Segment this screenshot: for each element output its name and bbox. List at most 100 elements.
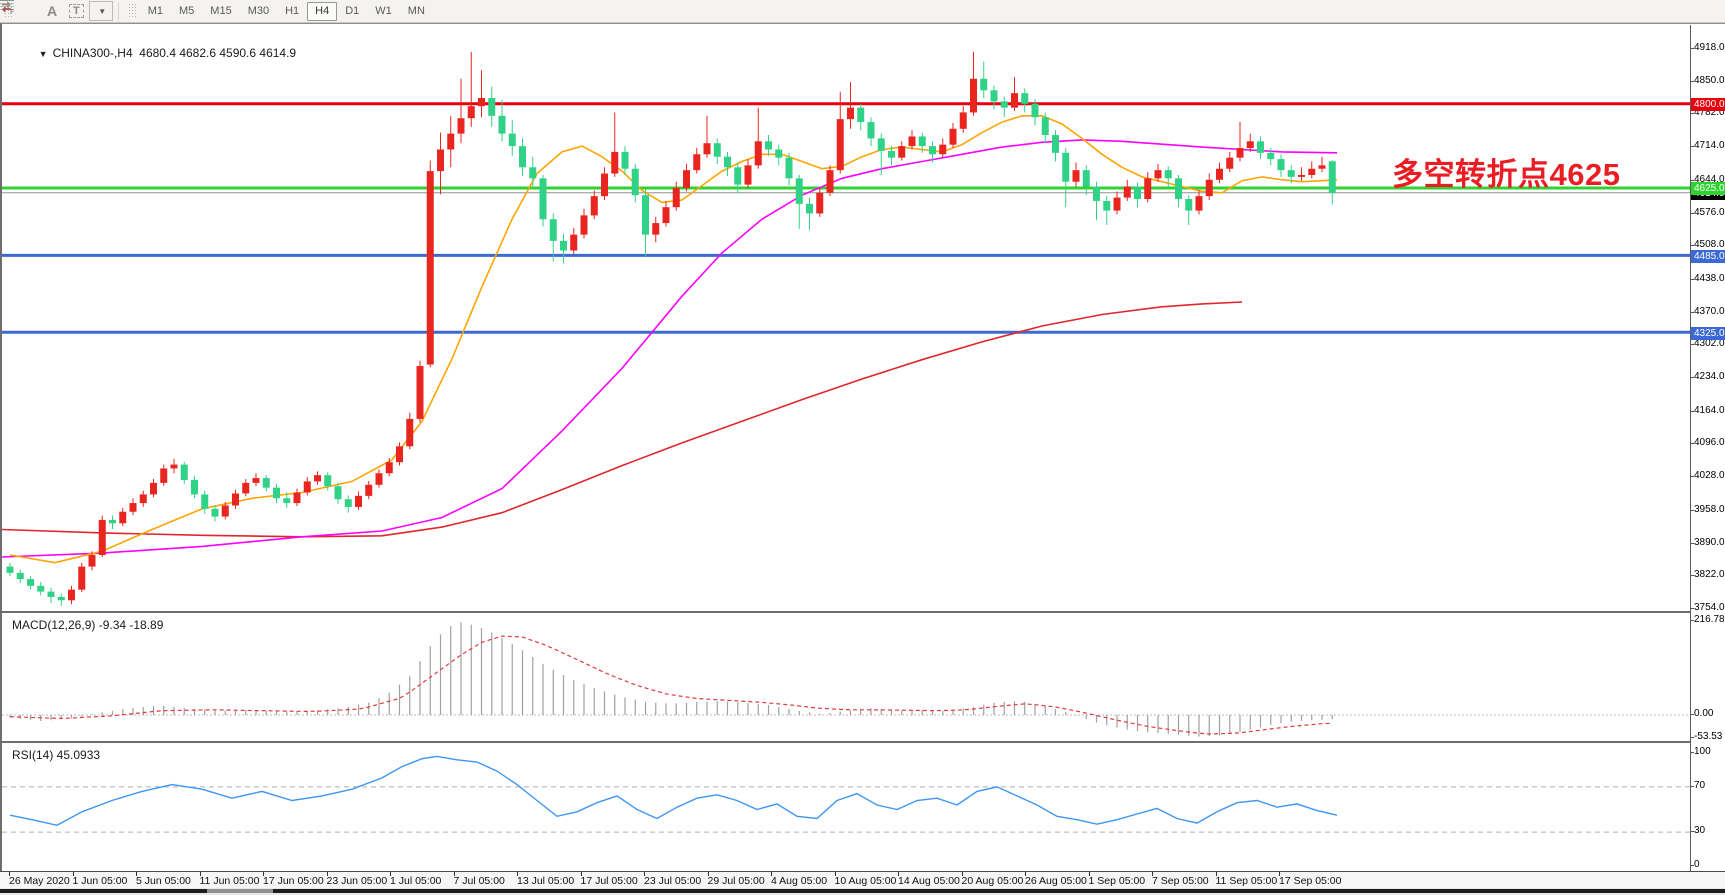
axis-tick-label: 4438.0: [1694, 272, 1725, 284]
axis-tick-mark: [1691, 48, 1694, 49]
dropdown-caret-icon[interactable]: ▼: [98, 6, 107, 16]
time-axis-label: 7 Jul 05:00: [453, 875, 505, 887]
macd-label: MACD(12,26,9) -9.34 -18.89: [12, 618, 164, 632]
time-axis-label: 23 Jul 05:00: [644, 875, 702, 887]
toolbar-grip[interactable]: [4, 3, 12, 19]
arrows-icon: [1, 0, 11, 13]
axis-tick-mark: [1691, 575, 1694, 577]
rsi-panel[interactable]: RSI(14) 45.0933: [2, 741, 1692, 872]
axis-tick-mark: [1691, 509, 1694, 511]
ma-slow-line: [2, 301, 1243, 538]
time-axis-label: 23 Jun 05:00: [326, 875, 388, 887]
chart-title-row: ▼ CHINA300-,H4 4680.4 4682.6 4590.6 4614.…: [12, 32, 296, 74]
arrows-icon[interactable]: ▼: [1, 0, 113, 21]
axis-tick-mark: [1691, 831, 1694, 832]
toolbar-separator: [117, 2, 119, 20]
time-tick-mark: [9, 872, 10, 876]
toolbar-grip-2[interactable]: [127, 3, 136, 19]
time-tick-mark: [453, 872, 455, 876]
axis-tick-label: 4782.0: [1694, 107, 1725, 119]
main-chart-panel[interactable]: ▼ CHINA300-,H4 4680.4 4682.6 4590.6 4614.…: [2, 26, 1692, 611]
rsi-label: RSI(14) 45.0933: [12, 748, 101, 762]
axis-tick-label: 4302.0: [1694, 338, 1725, 350]
timeframe-d1[interactable]: D1: [345, 4, 360, 17]
axis-tick-mark: [1691, 752, 1694, 753]
text-box-icon[interactable]: T: [64, 1, 89, 21]
price-chart[interactable]: [2, 26, 1692, 611]
axis-tick-mark: [1691, 476, 1694, 478]
timeframe-mn[interactable]: MN: [407, 4, 425, 17]
time-tick-mark: [136, 872, 137, 876]
macd-signal-line: [9, 635, 1333, 735]
time-tick-mark: [1025, 872, 1026, 876]
time-tick-mark: [771, 872, 772, 876]
toolbar: F A T ▼ M1 M5 M15 M30 H1 H4 D1 W1 MN: [0, 0, 1725, 23]
time-tick-mark: [199, 872, 201, 876]
axis-tick-mark: [1691, 212, 1694, 214]
grid-f-icon[interactable]: F: [0, 0, 40, 21]
scrollbar-thumb[interactable]: [0, 889, 207, 893]
macd-panel[interactable]: MACD(12,26,9) -9.34 -18.89: [2, 611, 1692, 741]
time-tick-mark: [1088, 872, 1090, 876]
horizontal-scrollbar[interactable]: [0, 888, 1725, 895]
axis-tick-label: 3890.0: [1694, 536, 1725, 548]
axis-tick-mark: [1691, 377, 1694, 379]
time-tick-mark: [263, 872, 264, 876]
axis-tick-label: 4644.0: [1694, 173, 1725, 185]
time-axis-label: 14 Aug 05:00: [898, 875, 960, 887]
time-tick-mark: [517, 872, 518, 876]
rsi-chart[interactable]: [2, 743, 1692, 872]
axis-tick-mark: [1691, 786, 1694, 787]
price-axis[interactable]: 4918.0 4850.0 4782.0 4714.0 4644.0 4576.0 4508…: [1690, 25, 1725, 871]
price-line-label: 4625.0: [1691, 182, 1725, 196]
time-axis-label: 11 Sep 05:00: [1215, 875, 1278, 887]
macd-chart[interactable]: [2, 613, 1692, 741]
ma-mid-line: [2, 139, 1338, 558]
time-tick-mark: [390, 872, 391, 876]
time-axis-label: 11 Jun 05:00: [199, 875, 260, 887]
text-a-icon[interactable]: A: [46, 3, 58, 19]
time-axis-label: 26 May 2020: [9, 875, 70, 887]
time-axis[interactable]: 26 May 2020 1 Jun 05:00 5 Jun 05:00 11 Jun …: [0, 871, 1725, 888]
ma-fast-line: [9, 115, 1338, 564]
axis-tick-mark: [1691, 80, 1694, 82]
axis-tick-mark: [1691, 865, 1694, 866]
chart-window: ▼ CHINA300-,H4 4680.4 4682.6 4590.6 4614.…: [0, 23, 1725, 895]
timeframe-h1[interactable]: H1: [285, 4, 300, 17]
chart-title: CHINA300-,H4 4680.4 4682.6 4590.6 4614.9: [52, 46, 297, 60]
timeframe-m5[interactable]: M5: [179, 4, 195, 17]
time-axis-label: 1 Jul 05:00: [390, 875, 442, 887]
scrollbar-track-segment[interactable]: [207, 889, 273, 893]
price-line-label: 4325.0: [1691, 326, 1725, 340]
chevron-down-icon[interactable]: ▼: [38, 49, 48, 59]
axis-tick-mark: [1691, 179, 1694, 181]
time-axis-label: 1 Jun 05:00: [72, 875, 128, 887]
time-tick-mark: [707, 872, 709, 876]
axis-tick-label: 70: [1694, 780, 1706, 791]
rsi-line: [9, 755, 1338, 827]
timeframe-w1[interactable]: W1: [375, 4, 392, 17]
axis-tick-mark: [1691, 278, 1694, 280]
timeframe-m1[interactable]: M1: [147, 4, 164, 17]
time-axis-label: 29 Jul 05:00: [707, 875, 765, 887]
scrollbar-thumb[interactable]: [273, 889, 1725, 893]
axis-tick-label: 100: [1694, 746, 1711, 757]
axis-tick-mark: [1691, 344, 1694, 346]
axis-tick-label: 4370.0: [1694, 305, 1725, 317]
chart-annotation[interactable]: 多空转折点4625: [1392, 157, 1621, 192]
time-axis-label: 17 Jul 05:00: [580, 875, 638, 887]
time-axis-label: 20 Aug 05:00: [961, 875, 1024, 887]
time-axis-label: 4 Aug 05:00: [771, 875, 828, 887]
axis-tick-mark: [1691, 620, 1694, 621]
axis-tick-mark: [1691, 737, 1694, 738]
timeframe-h4[interactable]: H4: [307, 1, 338, 21]
axis-tick-label: 0.00: [1694, 708, 1714, 719]
time-axis-label: 13 Jul 05:00: [517, 875, 575, 887]
time-tick-mark: [644, 872, 645, 876]
timeframe-m30[interactable]: M30: [247, 4, 270, 17]
axis-tick-mark: [1691, 113, 1694, 115]
time-axis-label: 17 Jun 05:00: [263, 875, 324, 887]
timeframe-m15[interactable]: M15: [210, 4, 232, 17]
timeframe-bar: M1 M5 M15 M30 H1 H4 D1 W1 MN: [140, 1, 433, 21]
